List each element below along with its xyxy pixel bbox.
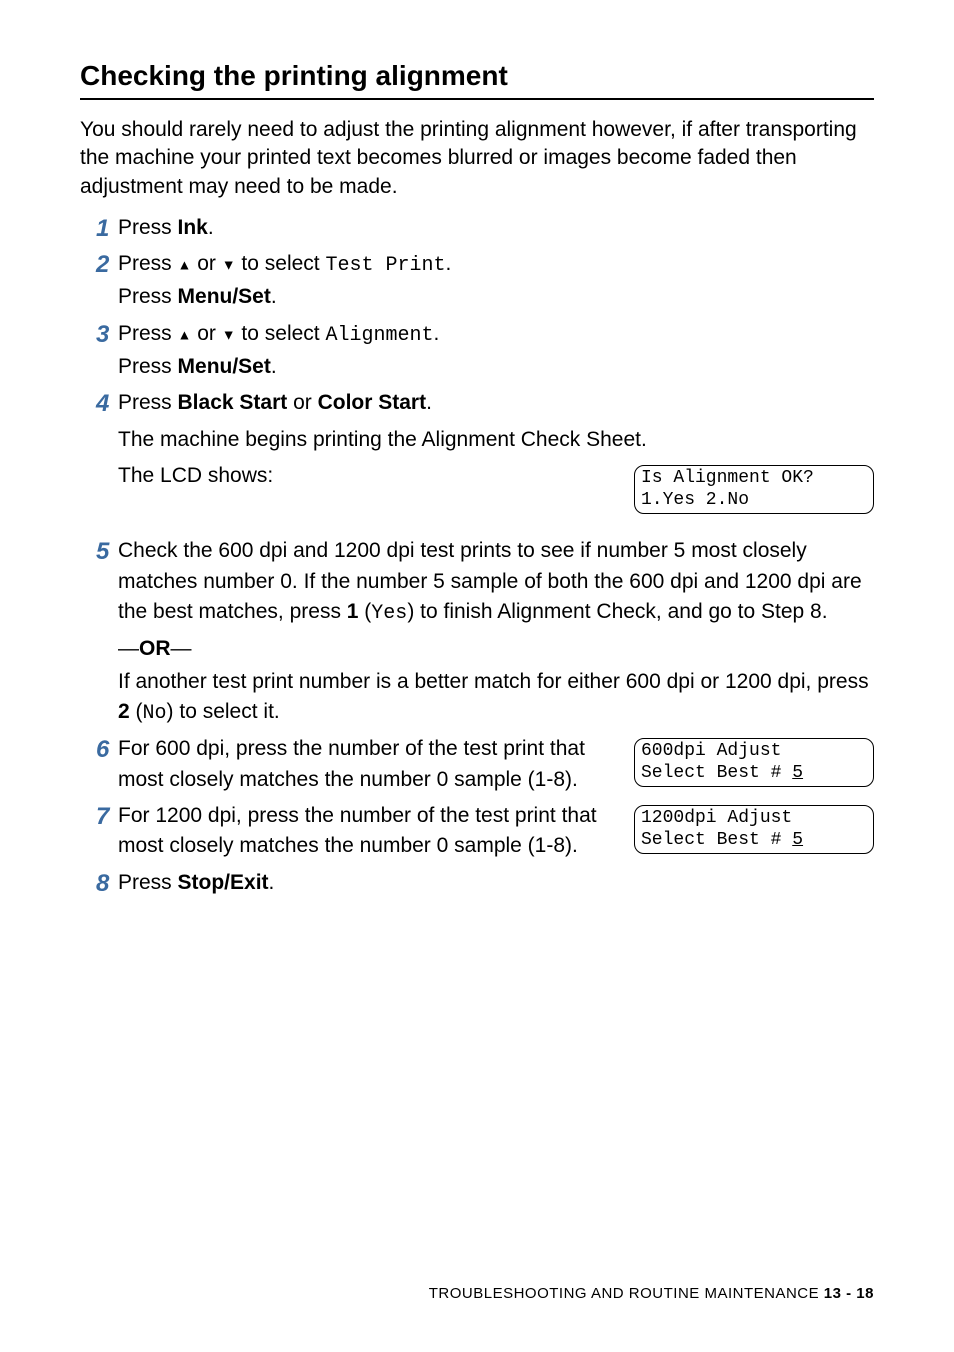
footer-section-label: TROUBLESHOOTING AND ROUTINE MAINTENANCE (429, 1285, 824, 1302)
step-content: Check the 600 dpi and 1200 dpi test prin… (118, 536, 874, 730)
text: or (287, 391, 317, 414)
step-4: 4 Press Black Start or Color Start. The … (80, 388, 874, 514)
lcd-text: Alignment (325, 324, 433, 347)
key-label: Color Start (318, 391, 427, 414)
key-label: Stop/Exit (178, 871, 269, 894)
text: ( (358, 600, 371, 623)
step-3: 3 Press ▲ or ▼ to select Alignment. Pres… (80, 319, 874, 384)
text: to select (236, 252, 326, 275)
key-label: Black Start (178, 391, 288, 414)
text: . (434, 322, 440, 345)
text: or (191, 322, 221, 345)
lcd-selected-value: 5 (792, 763, 803, 783)
text: Press (118, 871, 178, 894)
text: ) to finish Alignment Check, and go to S… (407, 600, 827, 623)
step-number: 4 (80, 388, 118, 418)
lcd-line: 1.Yes 2.No (641, 490, 749, 510)
text: . (269, 871, 275, 894)
step-number: 2 (80, 249, 118, 279)
lcd-text: Test Print (325, 254, 445, 277)
step-5: 5 Check the 600 dpi and 1200 dpi test pr… (80, 536, 874, 730)
step-number: 7 (80, 801, 118, 831)
text: . (446, 252, 452, 275)
key-label: Menu/Set (178, 355, 271, 378)
down-arrow-icon: ▼ (222, 326, 236, 342)
down-arrow-icon: ▼ (222, 257, 236, 273)
step-number: 5 (80, 536, 118, 566)
text: or (191, 252, 221, 275)
step-content: Press ▲ or ▼ to select Test Print. Press… (118, 249, 874, 314)
lcd-line: 1200dpi Adjust (641, 808, 792, 828)
step-1: 1 Press Ink. (80, 213, 874, 245)
lcd-display: 600dpi Adjust Select Best # 5 (634, 738, 874, 787)
page-footer: TROUBLESHOOTING AND ROUTINE MAINTENANCE … (429, 1285, 874, 1302)
step-content: For 600 dpi, press the number of the tes… (118, 734, 874, 797)
key-label: 1 (347, 600, 359, 623)
text: . (271, 355, 277, 378)
intro-paragraph: You should rarely need to adjust the pri… (80, 116, 874, 201)
text: ( (130, 700, 143, 723)
step-number: 3 (80, 319, 118, 349)
text: Press (118, 216, 178, 239)
lcd-display: 1200dpi Adjust Select Best # 5 (634, 805, 874, 854)
up-arrow-icon: ▲ (178, 326, 192, 342)
text: For 600 dpi, press the number of the tes… (118, 734, 614, 795)
text: The machine begins printing the Alignmen… (118, 425, 874, 455)
lcd-line: 600dpi Adjust (641, 741, 781, 761)
or-label: OR (139, 637, 171, 660)
text: If another test print number is a better… (118, 670, 869, 693)
text: Press (118, 391, 178, 414)
step-8: 8 Press Stop/Exit. (80, 868, 874, 900)
text: . (426, 391, 432, 414)
footer-page-number: 13 - 18 (824, 1285, 874, 1302)
up-arrow-icon: ▲ (178, 257, 192, 273)
text: The LCD shows: (118, 461, 273, 491)
step-2: 2 Press ▲ or ▼ to select Test Print. Pre… (80, 249, 874, 314)
lcd-display: Is Alignment OK? 1.Yes 2.No (634, 465, 874, 514)
step-content: Press Stop/Exit. (118, 868, 874, 900)
lcd-line: Select Best # (641, 763, 792, 783)
key-label: 2 (118, 700, 130, 723)
lcd-text: Yes (371, 602, 407, 625)
text: to select (236, 322, 326, 345)
step-content: Press Ink. (118, 213, 874, 245)
lcd-text: No (143, 702, 167, 725)
step-number: 6 (80, 734, 118, 764)
step-number: 8 (80, 868, 118, 898)
key-label: Menu/Set (178, 285, 271, 308)
text: ) to select it. (167, 700, 280, 723)
text: . (208, 216, 214, 239)
step-content: Press ▲ or ▼ to select Alignment. Press … (118, 319, 874, 384)
key-label: Ink (178, 216, 208, 239)
text: Press (118, 252, 178, 275)
lcd-line: Select Best # (641, 830, 792, 850)
text: Press (118, 355, 178, 378)
text: Press (118, 322, 178, 345)
text: For 1200 dpi, press the number of the te… (118, 801, 614, 862)
step-7: 7 For 1200 dpi, press the number of the … (80, 801, 874, 864)
step-6: 6 For 600 dpi, press the number of the t… (80, 734, 874, 797)
text: Press (118, 285, 178, 308)
section-title: Checking the printing alignment (80, 60, 874, 100)
text: — (171, 637, 192, 660)
step-content: Press Black Start or Color Start. The ma… (118, 388, 874, 514)
step-content: For 1200 dpi, press the number of the te… (118, 801, 874, 864)
text: — (118, 637, 139, 660)
text: . (271, 285, 277, 308)
step-number: 1 (80, 213, 118, 243)
lcd-line: Is Alignment OK? (641, 468, 814, 488)
lcd-selected-value: 5 (792, 830, 803, 850)
